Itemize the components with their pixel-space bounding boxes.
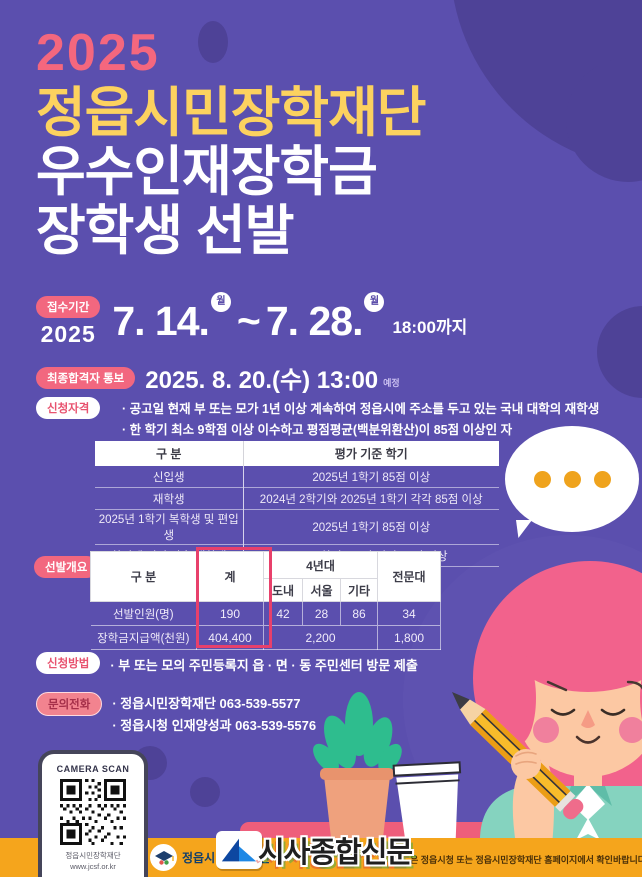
qr-code bbox=[60, 779, 126, 845]
eligibility-col-header: 구 분 bbox=[95, 441, 243, 466]
selection-cell: 42 bbox=[263, 601, 303, 626]
table-row: 신입생 2025년 1학기 85점 이상 bbox=[95, 465, 499, 488]
footer-notice: 은 정읍시청 또는 정읍시민장학재단 홈페이지에서 확인바랍니다. bbox=[410, 855, 642, 865]
selection-subheader: 도내 bbox=[263, 578, 303, 602]
final-notice-datetime: 2025. 8. 20.(수) 13:00 bbox=[145, 367, 379, 394]
end-day-circle: 월 bbox=[364, 292, 385, 312]
title-line-foundation: 정읍시민장학재단 bbox=[36, 83, 426, 143]
bg-circle bbox=[190, 777, 220, 807]
newspaper-logo-icon bbox=[216, 831, 262, 869]
application-method-badge: 신청방법 bbox=[36, 652, 101, 674]
selection-col-header-4year: 4년대 bbox=[262, 551, 379, 579]
table-row: 재학생 2024년 2학기와 2025년 1학기 각각 85점 이상 bbox=[95, 487, 499, 510]
bubble-dot-icon bbox=[533, 470, 551, 488]
table-row: 2025년 1학기 복학생 및 편입생 2025년 1학기 85점 이상 bbox=[95, 509, 499, 545]
student-illustration bbox=[240, 535, 642, 845]
selection-subheader: 기타 bbox=[339, 578, 379, 602]
selection-cell: 34 bbox=[377, 601, 442, 626]
final-notice-section: 최종합격자 통보 2025. 8. 20.(수) 13:00 예정 bbox=[36, 360, 400, 395]
start-day-circle: 월 bbox=[210, 292, 231, 312]
selection-cell: 2,200 bbox=[262, 625, 379, 650]
contact-line: · 정읍시민장학재단 063-539-5577 bbox=[112, 696, 301, 711]
title-line-scholarship: 우수인재장학금 bbox=[36, 142, 378, 202]
selection-row-label: 선발인원(명) bbox=[90, 601, 197, 626]
eligibility-bullet: · 공고일 현재 부 또는 모가 1년 이상 계속하여 정읍시에 주소를 두고 … bbox=[122, 402, 600, 416]
eligibility-badge: 신청자격 bbox=[36, 397, 101, 419]
final-notice-note: 예정 bbox=[383, 378, 400, 388]
final-notice-badge: 최종합격자 통보 bbox=[36, 366, 136, 389]
selection-badge: 선발개요 bbox=[34, 556, 99, 578]
contact-line: · 정읍시청 인재양성과 063-539-5576 bbox=[112, 718, 317, 733]
application-period-year: 2025 bbox=[40, 321, 96, 347]
selection-col-header-total: 계 bbox=[196, 551, 264, 602]
selection-cell: 190 bbox=[196, 601, 264, 626]
date-tilde: ~ bbox=[236, 298, 261, 344]
eligibility-table: 구 분 평가 기준 학기 신입생 2025년 1학기 85점 이상 재학생 20… bbox=[95, 441, 499, 567]
start-date: 7. 14. bbox=[112, 298, 210, 344]
title-year: 2025 bbox=[36, 24, 160, 82]
deadline-time: 18:00까지 bbox=[392, 318, 468, 337]
bg-circle bbox=[198, 21, 228, 63]
selection-cell: 86 bbox=[339, 601, 379, 626]
application-method-section: 신청방법 · 부 또는 모의 주민등록지 읍 · 면 · 동 주민센터 방문 제… bbox=[36, 652, 418, 674]
bg-circle bbox=[597, 306, 642, 398]
qr-card: CAMERA SCAN 정읍시민장학재단 www.jcsf.or.kr bbox=[38, 750, 148, 877]
speech-bubble bbox=[505, 426, 639, 532]
end-date: 7. 28. bbox=[265, 298, 364, 344]
qr-card-url: www.jcsf.or.kr bbox=[70, 862, 116, 871]
eligibility-bullets: · 공고일 현재 부 또는 모가 1년 이상 계속하여 정읍시에 주소를 두고 … bbox=[122, 399, 612, 441]
eligibility-col-header: 평가 기준 학기 bbox=[242, 441, 499, 466]
application-period-badge: 접수기간 bbox=[36, 296, 101, 318]
news-watermark: 시사종합신문 bbox=[216, 829, 413, 871]
eligibility-bullet: · 한 학기 최소 9학점 이상 이수하고 평점평균(백분위환산)이 85점 이… bbox=[122, 423, 513, 437]
contact-badge: 문의전화 bbox=[36, 692, 103, 716]
news-watermark-text: 시사종합신문 bbox=[258, 837, 413, 869]
selection-col-header-junior: 전문대 bbox=[377, 551, 442, 602]
poster-title: 2025 정읍시민장학재단 우수인재장학금 장학생 선발 bbox=[36, 22, 426, 261]
application-period-section: 접수기간 2025 7. 14. 월 ~ 7. 28. 월 18:00까지 bbox=[36, 292, 468, 348]
bubble-dot-icon bbox=[563, 470, 581, 488]
qr-card-title: CAMERA SCAN bbox=[56, 764, 130, 774]
table-row: 장학금지급액(천원) 404,400 2,200 1,800 bbox=[90, 625, 442, 650]
bubble-dot-icon bbox=[593, 470, 611, 488]
eligibility-cell: 2024년 2학기와 2025년 1학기 각각 85점 이상 bbox=[242, 487, 499, 510]
title-line-selection: 장학생 선발 bbox=[36, 201, 294, 261]
selection-subheader: 서울 bbox=[302, 578, 341, 602]
eligibility-cell: 2025년 1학기 85점 이상 bbox=[242, 465, 499, 488]
selection-cell: 404,400 bbox=[196, 625, 264, 650]
application-method-text: · 부 또는 모의 주민등록지 읍 · 면 · 동 주민센터 방문 제출 bbox=[110, 658, 418, 673]
table-row: 선발인원(명) 190 42 28 86 34 bbox=[90, 601, 442, 626]
contact-section: 문의전화 · 정읍시민장학재단 063-539-5577 · 정읍시청 인재양성… bbox=[36, 692, 316, 737]
eligibility-cell: 재학생 bbox=[95, 487, 243, 510]
eligibility-cell: 신입생 bbox=[95, 465, 243, 488]
selection-table: 구 분 계 4년대 전문대 도내 서울 기타 선발인원(명) 190 42 28… bbox=[90, 551, 442, 650]
selection-row-label: 장학금지급액(천원) bbox=[90, 625, 197, 650]
selection-col-header: 구 분 bbox=[90, 551, 197, 602]
contact-lines: · 정읍시민장학재단 063-539-5577 · 정읍시청 인재양성과 063… bbox=[112, 693, 316, 737]
graduation-cap-icon bbox=[150, 844, 177, 871]
selection-cell: 28 bbox=[302, 601, 341, 626]
selection-cell: 1,800 bbox=[377, 625, 442, 650]
eligibility-cell: 2025년 1학기 복학생 및 편입생 bbox=[95, 509, 243, 545]
eligibility-cell: 2025년 1학기 85점 이상 bbox=[242, 509, 499, 545]
qr-card-org: 정읍시민장학재단 bbox=[65, 851, 121, 860]
application-period-dates: 7. 14. 월 ~ 7. 28. 월 18:00까지 bbox=[112, 292, 468, 346]
